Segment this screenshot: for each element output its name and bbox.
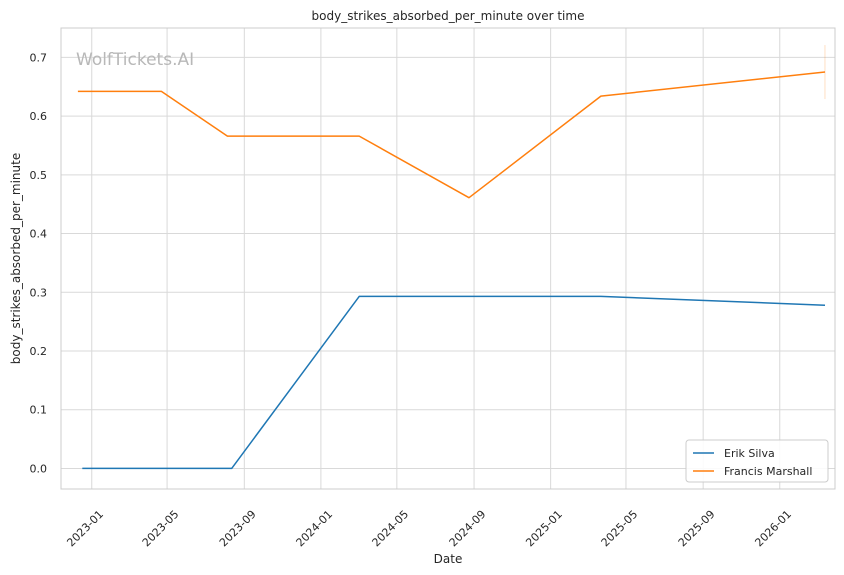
x-tick-label: 2025-09 — [676, 508, 718, 550]
x-tick-label: 2023-01 — [64, 508, 106, 550]
y-tick-label: 0.4 — [30, 228, 48, 241]
legend-label: Erik Silva — [724, 447, 775, 460]
y-axis-ticks: 0.0 0.1 0.2 0.3 0.4 0.5 0.6 0.7 — [30, 51, 48, 475]
legend-box — [685, 439, 829, 483]
y-tick-label: 0.7 — [30, 51, 48, 64]
x-tick-label: 2024-09 — [447, 508, 489, 550]
y-tick-label: 0.0 — [30, 462, 48, 475]
y-tick-label: 0.1 — [30, 404, 48, 417]
legend-label: Francis Marshall — [724, 465, 812, 478]
x-tick-label: 2023-09 — [217, 508, 259, 550]
series-lines — [77, 45, 826, 470]
series-line — [82, 295, 826, 470]
y-axis-label: body_strikes_absorbed_per_minute — [9, 153, 23, 364]
watermark: WolfTickets.AI — [76, 50, 194, 70]
x-axis-label: Date — [434, 552, 463, 566]
x-tick-label: 2025-01 — [523, 508, 565, 550]
x-tick-label: 2025-05 — [599, 508, 641, 550]
plot-area — [60, 27, 836, 490]
x-tick-label: 2026-01 — [752, 508, 794, 550]
x-tick-label: 2024-05 — [370, 508, 412, 550]
x-axis-ticks: 2023-01 2023-05 2023-09 2024-01 2024-05 2024-… — [64, 508, 794, 550]
grid — [61, 28, 835, 489]
series-line — [77, 71, 826, 199]
x-tick-label: 2023-05 — [140, 508, 182, 550]
legend: Erik Silva Francis Marshall — [685, 439, 829, 483]
y-tick-label: 0.3 — [30, 286, 48, 299]
y-tick-label: 0.6 — [30, 110, 48, 123]
y-tick-label: 0.5 — [30, 169, 48, 182]
chart-title: body_strikes_absorbed_per_minute over ti… — [312, 9, 585, 23]
y-tick-label: 0.2 — [30, 345, 48, 358]
x-tick-label: 2024-01 — [294, 508, 336, 550]
